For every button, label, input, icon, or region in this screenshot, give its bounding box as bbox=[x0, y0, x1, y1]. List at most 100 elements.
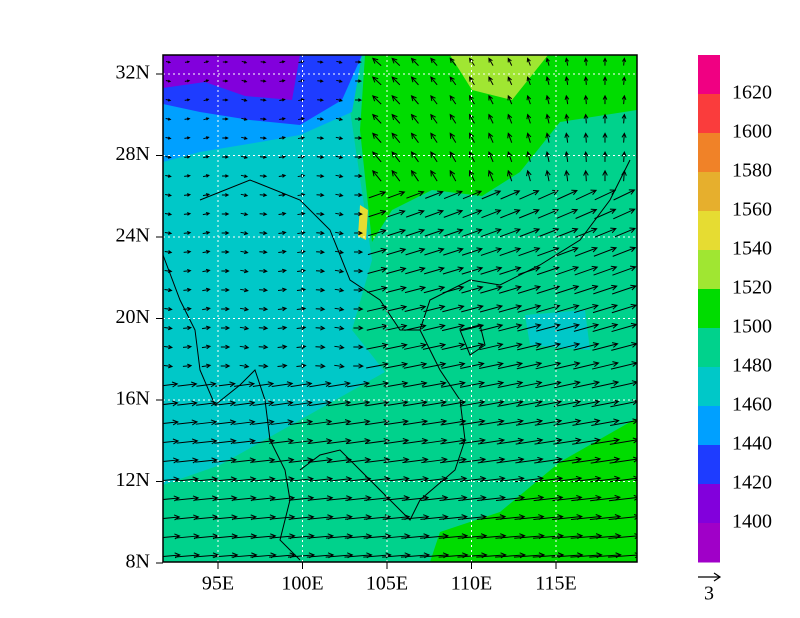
wind-vector bbox=[449, 169, 457, 182]
colorbar-label: 1540 bbox=[732, 238, 772, 260]
wind-vector bbox=[519, 190, 540, 200]
wind-vector bbox=[278, 174, 287, 178]
wind-vector bbox=[440, 399, 467, 407]
wind-vector bbox=[554, 380, 581, 389]
wind-vector bbox=[421, 418, 448, 426]
wind-vector bbox=[222, 79, 229, 83]
wind-vector bbox=[221, 193, 230, 197]
wind-vector bbox=[297, 211, 306, 216]
wind-vector bbox=[221, 249, 230, 255]
wind-vector bbox=[515, 418, 544, 426]
wind-vector bbox=[564, 169, 570, 182]
wind-vector bbox=[203, 79, 210, 83]
wind-vector bbox=[221, 231, 230, 235]
wind-vector bbox=[183, 287, 192, 293]
wind-vector bbox=[316, 155, 325, 159]
wind-vector bbox=[279, 98, 286, 102]
wind-vector bbox=[309, 400, 332, 407]
wind-vector bbox=[353, 287, 364, 293]
colorbar-band bbox=[698, 328, 720, 368]
wind-vector bbox=[383, 438, 410, 445]
wind-vector bbox=[241, 136, 248, 140]
wind-vector bbox=[214, 419, 237, 426]
wind-vector bbox=[259, 193, 268, 197]
wind-vector bbox=[240, 174, 249, 178]
wind-vector bbox=[507, 151, 513, 163]
wind-vector bbox=[259, 249, 268, 255]
wind-vector bbox=[430, 132, 438, 143]
wind-vector bbox=[258, 306, 269, 312]
wind-vector bbox=[538, 189, 559, 200]
wind-vector bbox=[182, 363, 193, 369]
wind-vector bbox=[278, 211, 287, 216]
wind-vector bbox=[499, 266, 522, 275]
wind-vector bbox=[515, 456, 544, 464]
wind-vector bbox=[477, 475, 506, 483]
wind-vector bbox=[184, 117, 191, 121]
wind-vector bbox=[403, 380, 428, 388]
wind-vector bbox=[184, 174, 191, 178]
wind-vector bbox=[176, 457, 199, 464]
colorbar-band bbox=[698, 172, 720, 212]
wind-vector bbox=[165, 136, 172, 140]
wind-vector bbox=[391, 113, 401, 124]
wind-vector bbox=[354, 117, 363, 121]
wind-vector bbox=[176, 476, 199, 483]
wind-vector bbox=[277, 344, 288, 350]
wind-vector bbox=[613, 189, 636, 201]
wind-vector bbox=[469, 132, 475, 143]
wind-vector bbox=[367, 247, 388, 256]
wind-vector bbox=[423, 285, 446, 294]
wind-vector bbox=[277, 363, 288, 369]
wind-vector bbox=[535, 380, 562, 389]
wind-vector bbox=[516, 361, 543, 370]
wind-vector bbox=[518, 209, 540, 219]
wind-vector bbox=[405, 228, 426, 237]
wind-vector bbox=[430, 169, 438, 182]
wind-vector bbox=[552, 475, 583, 483]
lon-label: 105E bbox=[366, 573, 408, 595]
wind-vector bbox=[479, 323, 504, 332]
colorbar-label: 1420 bbox=[732, 472, 772, 494]
wind-vector bbox=[590, 437, 621, 445]
wind-vector bbox=[583, 169, 589, 182]
wind-vector bbox=[346, 419, 371, 426]
wind-vector bbox=[354, 192, 363, 198]
wind-vector bbox=[477, 456, 506, 464]
wind-vector bbox=[372, 95, 382, 105]
wind-vector bbox=[203, 117, 210, 121]
wind-vector bbox=[184, 60, 191, 64]
wind-vector bbox=[327, 457, 353, 464]
wind-vector bbox=[602, 169, 608, 182]
wind-vector bbox=[507, 169, 513, 182]
wind-vector bbox=[240, 250, 249, 255]
wind-vector bbox=[240, 231, 249, 236]
wind-vector bbox=[442, 266, 465, 275]
wind-vector bbox=[449, 113, 457, 124]
wind-vector bbox=[556, 246, 579, 257]
wind-vector bbox=[233, 419, 256, 426]
wind-vector bbox=[609, 437, 637, 445]
wind-vector bbox=[317, 79, 324, 83]
wind-vector bbox=[222, 136, 229, 140]
wind-vector bbox=[591, 418, 620, 426]
wind-vector bbox=[442, 285, 465, 294]
wind-vector bbox=[222, 98, 229, 102]
wind-vector bbox=[202, 174, 210, 178]
wind-vector bbox=[497, 361, 524, 370]
wind-vector bbox=[183, 193, 192, 197]
wind-vector bbox=[443, 190, 463, 199]
wind-vector bbox=[564, 76, 570, 85]
wind-vector bbox=[290, 400, 313, 407]
wind-vector bbox=[260, 79, 267, 83]
wind-vector bbox=[572, 399, 601, 408]
wind-vector bbox=[355, 79, 362, 83]
colorbar-label: 1480 bbox=[732, 355, 772, 377]
wind-vector bbox=[488, 57, 494, 66]
wind-vector bbox=[260, 60, 267, 64]
wind-vector bbox=[507, 76, 513, 86]
wind-vector bbox=[441, 323, 466, 332]
wind-vector bbox=[518, 266, 541, 276]
colorbar-band bbox=[698, 445, 720, 485]
wind-vector bbox=[534, 399, 563, 407]
